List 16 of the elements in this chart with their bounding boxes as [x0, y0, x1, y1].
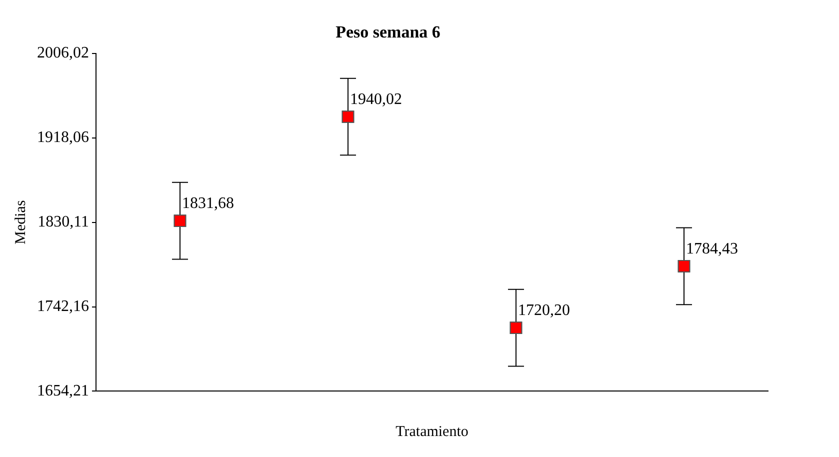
chart-title: Peso semana 6	[336, 22, 440, 42]
data-label: 1720,20	[518, 302, 570, 320]
point	[174, 214, 186, 227]
x-axis-title: Tratamiento	[396, 424, 468, 440]
point	[510, 322, 522, 334]
y-tick-label: 1830,11	[38, 214, 89, 231]
data-label: 1784,43	[686, 240, 738, 258]
y-tick-label: 1742,16	[37, 298, 89, 315]
y-tick-label: 1654,21	[37, 382, 89, 400]
point	[678, 260, 690, 272]
y-tick-label: 2006,02	[37, 44, 89, 62]
data-label: 1831,68	[182, 195, 234, 212]
y-tick-label: 1918,06	[37, 129, 89, 146]
y-axis-title: Medias	[12, 200, 29, 244]
point	[342, 110, 354, 123]
data-label: 1940,02	[350, 90, 402, 108]
